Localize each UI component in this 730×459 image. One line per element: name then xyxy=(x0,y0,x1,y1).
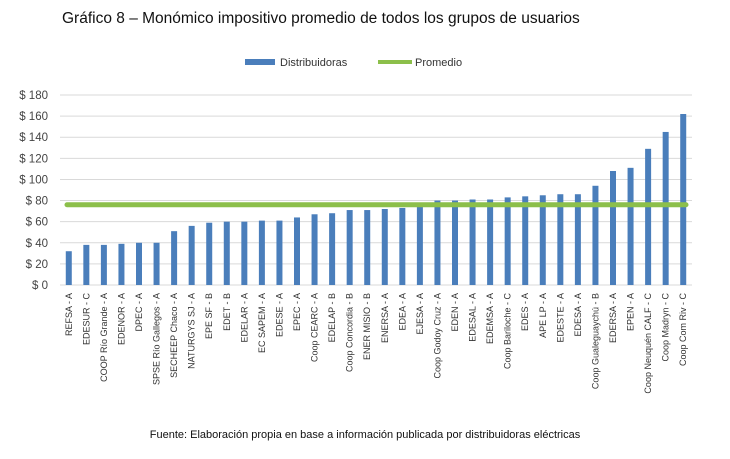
y-tick-label: $ 180 xyxy=(19,90,48,102)
y-tick-label: $ 160 xyxy=(19,111,48,123)
x-tick-label: SECHEEP Chaco - A xyxy=(169,293,179,378)
bar xyxy=(662,131,669,285)
legend-swatch-distribuidoras xyxy=(245,59,275,65)
x-tick-label: EDELAP - B xyxy=(327,293,337,342)
bar xyxy=(627,167,634,285)
x-tick-label: Coop Bariloche - C xyxy=(503,293,513,370)
bar xyxy=(557,194,564,285)
bar xyxy=(153,242,160,285)
chart-title: Gráfico 8 – Monómico impositivo promedio… xyxy=(62,10,580,27)
y-tick-label: $ 60 xyxy=(26,217,48,229)
x-tick-label: EDEMSA - A xyxy=(485,293,495,344)
bar xyxy=(346,210,353,285)
x-tick-label: EDESTE - A xyxy=(555,293,565,343)
x-tick-label: NATURGYS SJ - A xyxy=(187,293,197,369)
bar xyxy=(223,221,230,285)
y-tick-label: $ 100 xyxy=(19,174,48,186)
x-tick-label: COOP Río Grande - A xyxy=(99,293,109,382)
x-tick-label: SPSE Río Gallegos - A xyxy=(152,293,162,385)
bar xyxy=(680,114,687,285)
bar xyxy=(329,213,336,285)
y-tick-label: $ 120 xyxy=(19,153,48,165)
x-tick-label: Coop Com Riv - C xyxy=(678,293,688,367)
y-tick-label: $ 80 xyxy=(26,196,48,208)
bar xyxy=(522,196,529,285)
bar xyxy=(574,194,581,285)
x-tick-label: Coop Madryn - C xyxy=(661,293,671,362)
bar xyxy=(399,207,406,285)
bar xyxy=(311,214,318,285)
bar xyxy=(416,206,423,285)
bar xyxy=(487,199,494,285)
x-tick-label: EDEN - A xyxy=(450,293,460,332)
y-tick-label: $ 20 xyxy=(26,259,48,271)
bar xyxy=(452,200,458,285)
x-tick-label: EDENOR - A xyxy=(116,293,126,345)
legend-label-promedio: Promedio xyxy=(415,57,462,69)
x-tick-label: EDERSA - A xyxy=(608,293,618,343)
bar xyxy=(364,210,371,285)
x-tick-label: ENER MISIO - B xyxy=(362,293,372,360)
x-tick-label: EDESE - A xyxy=(274,293,284,337)
bar xyxy=(118,243,125,285)
bar xyxy=(100,244,107,285)
bar xyxy=(645,148,652,285)
x-tick-label: Coop Neuquén CALF - C xyxy=(643,293,653,394)
bar xyxy=(258,220,265,285)
x-tick-label: EDESAL - A xyxy=(468,293,478,342)
x-tick-label: Coop Gualeguaychú - B xyxy=(590,293,600,389)
bar xyxy=(136,242,142,285)
x-tick-label: Coop Concordia - B xyxy=(345,293,355,372)
x-tick-label: APE LP - A xyxy=(538,293,548,338)
bar xyxy=(504,197,511,285)
x-tick-label: EPE SF - B xyxy=(204,293,214,339)
bar xyxy=(592,185,599,285)
bar xyxy=(65,251,72,285)
chart-source: Fuente: Elaboración propia en base a inf… xyxy=(149,429,581,441)
x-tick-label: EDELAR - A xyxy=(239,293,249,343)
x-tick-label: EDET - B xyxy=(222,293,232,331)
x-tick-label: REFSA - A xyxy=(64,293,74,336)
bar xyxy=(539,195,546,285)
x-tick-label: Coop Godoy Cruz - A xyxy=(432,293,442,379)
x-tick-label: EDESUR - C xyxy=(81,293,91,346)
y-tick-label: $ 140 xyxy=(19,132,48,144)
y-tick-label: $ 0 xyxy=(32,280,48,292)
x-tick-label: DPEC - A xyxy=(134,293,144,332)
x-tick-label: EJESA - A xyxy=(415,293,425,335)
x-tick-label: EDES - A xyxy=(520,293,530,331)
x-tick-label: ENERSA - A xyxy=(380,293,390,343)
bar xyxy=(610,171,616,285)
bar xyxy=(83,244,90,285)
legend-label-distribuidoras: Distribuidoras xyxy=(280,57,348,69)
bar xyxy=(434,200,441,285)
x-tick-label: EDEA - A xyxy=(397,293,407,331)
bar xyxy=(469,199,476,285)
bar xyxy=(294,217,300,285)
x-tick-label: EDESA - A xyxy=(573,293,583,337)
x-tick-label: EC SAPEM - A xyxy=(257,293,267,353)
x-tick-label: Coop CEARC - A xyxy=(310,293,320,362)
bar xyxy=(171,231,178,285)
y-tick-label: $ 40 xyxy=(26,238,48,250)
x-tick-label: EPEN - A xyxy=(626,293,636,331)
bar xyxy=(188,225,195,285)
bar xyxy=(276,220,283,285)
bar xyxy=(241,221,248,285)
x-tick-label: EPEC - A xyxy=(292,293,302,331)
bar xyxy=(206,222,213,285)
bar xyxy=(381,209,388,285)
